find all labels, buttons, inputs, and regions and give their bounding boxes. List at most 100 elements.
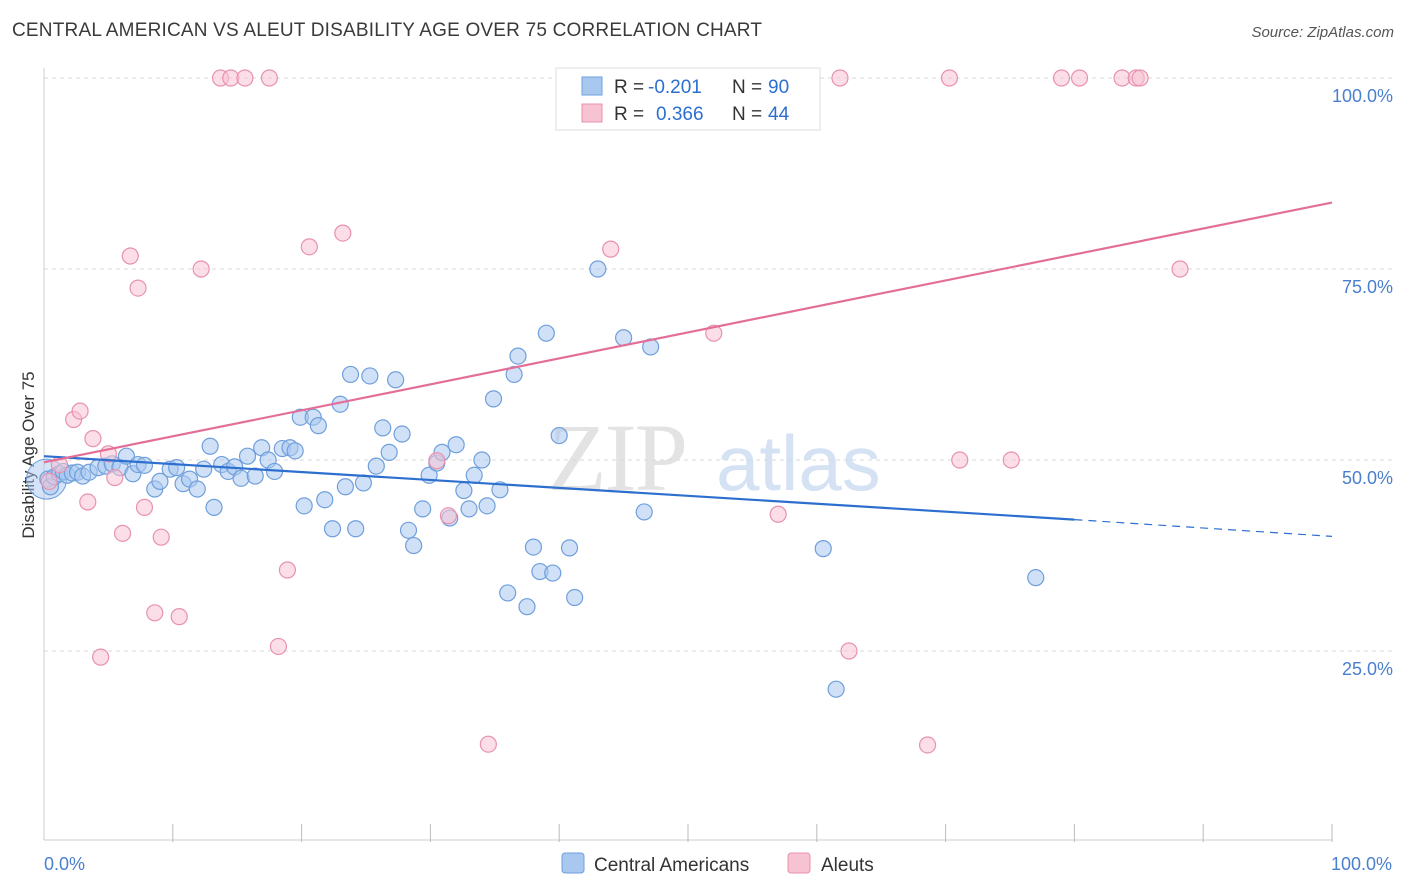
data-point-central-americans <box>414 500 432 518</box>
data-point-central-americans <box>399 521 418 539</box>
data-point-aleuts <box>840 642 858 660</box>
bottom-legend: Central Americans Aleuts <box>561 852 874 876</box>
data-point-central-americans <box>309 417 327 435</box>
data-point-aleuts <box>334 224 352 242</box>
data-point-aleuts <box>1052 69 1071 87</box>
chart-title: CENTRAL AMERICAN VS ALEUT DISABILITY AGE… <box>12 20 763 41</box>
data-point-central-americans <box>447 436 465 454</box>
data-point-central-americans <box>405 536 423 555</box>
data-point-central-americans <box>518 598 536 616</box>
data-point-aleuts <box>940 69 959 87</box>
data-point-central-americans <box>354 474 373 492</box>
legend-n-value-1: 90 <box>768 77 789 98</box>
data-point-central-americans <box>380 443 398 461</box>
data-point-central-americans <box>188 480 206 498</box>
trend-line-central-americans <box>43 455 1075 521</box>
data-point-central-americans <box>246 467 264 485</box>
data-point-central-americans <box>347 520 365 538</box>
data-point-central-americans <box>524 538 543 556</box>
data-point-central-americans <box>537 324 555 342</box>
legend-swatch-pink <box>581 103 603 123</box>
data-point-aleuts <box>1171 260 1189 278</box>
gridlines <box>44 77 1392 652</box>
data-point-central-americans <box>336 478 354 496</box>
data-point-central-americans <box>455 481 473 500</box>
data-point-aleuts <box>146 604 164 622</box>
data-point-central-americans <box>168 459 186 477</box>
data-point-aleuts <box>479 735 497 753</box>
data-point-aleuts <box>269 637 288 656</box>
data-point-central-americans <box>566 588 584 607</box>
data-point-aleuts <box>705 324 723 342</box>
data-point-aleuts <box>439 507 458 525</box>
x-tick-label-min: 0.0% <box>44 854 85 874</box>
data-point-central-americans <box>316 491 334 509</box>
data-point-central-americans <box>814 540 832 558</box>
data-point-central-americans <box>473 451 491 469</box>
data-point-central-americans <box>367 457 385 475</box>
bottom-legend-label-blue: Central Americans <box>594 855 749 876</box>
trend-lines <box>43 201 1333 537</box>
data-point-aleuts <box>918 736 937 754</box>
data-point-central-americans <box>460 500 478 518</box>
data-point-aleuts <box>84 430 102 448</box>
data-point-central-americans <box>195 460 213 478</box>
data-point-central-americans <box>286 442 304 460</box>
x-minor-ticks <box>172 824 1333 842</box>
legend: R = -0.201 N = 90 R = 0.366 N = 44 <box>555 67 821 131</box>
data-point-aleuts <box>71 402 89 420</box>
series-central-americans <box>26 260 1045 698</box>
data-point-central-americans <box>550 426 568 445</box>
data-point-central-americans <box>295 497 313 515</box>
bottom-legend-swatch-blue <box>561 852 585 874</box>
data-point-aleuts <box>92 648 110 666</box>
x-tick-label-max: 100.0% <box>1331 854 1392 874</box>
data-point-central-americans <box>499 584 517 602</box>
bottom-legend-label-pink: Aleuts <box>821 855 874 876</box>
data-point-aleuts <box>951 451 969 469</box>
axes <box>43 68 1332 841</box>
data-point-central-americans <box>341 365 360 384</box>
data-point-aleuts <box>40 472 58 490</box>
data-point-aleuts <box>428 452 446 470</box>
data-point-aleuts <box>192 260 210 278</box>
data-point-central-americans <box>232 469 250 487</box>
legend-n-label-2: N = <box>732 104 762 125</box>
data-point-central-americans <box>465 466 483 484</box>
data-point-central-americans <box>323 520 342 538</box>
legend-r-label-2: R = <box>614 104 644 125</box>
y-tick-labels: 100.0% 75.0% 50.0% 25.0% <box>1332 86 1393 679</box>
data-point-central-americans <box>387 371 405 389</box>
data-point-central-americans <box>361 367 379 385</box>
data-point-aleuts <box>129 279 147 297</box>
data-point-central-americans <box>1027 569 1045 587</box>
legend-r-value-2: 0.366 <box>656 104 704 125</box>
legend-r-label-1: R = <box>614 77 644 98</box>
data-point-aleuts <box>769 505 787 523</box>
data-point-central-americans <box>135 456 154 474</box>
data-point-central-americans <box>393 425 411 443</box>
bottom-legend-swatch-pink <box>787 852 811 874</box>
data-point-aleuts <box>106 468 124 487</box>
data-point-central-americans <box>589 260 607 278</box>
data-point-central-americans <box>635 503 653 521</box>
data-point-aleuts <box>1131 69 1149 87</box>
data-point-central-americans <box>151 472 169 490</box>
watermark-atlas: atlas <box>716 419 881 507</box>
data-point-central-americans <box>478 497 496 515</box>
data-point-aleuts <box>113 524 132 542</box>
y-axis-label: Disability Age Over 75 <box>19 371 38 538</box>
data-point-central-americans <box>544 564 562 582</box>
data-point-aleuts <box>300 238 318 256</box>
data-point-aleuts <box>170 608 188 626</box>
data-point-aleuts <box>602 240 620 258</box>
data-point-aleuts <box>1070 69 1089 87</box>
y-tick-label: 50.0% <box>1342 468 1393 488</box>
watermark-zip: ZIP <box>548 404 686 511</box>
y-tick-label: 100.0% <box>1332 86 1393 106</box>
data-point-aleuts <box>236 69 254 87</box>
data-point-central-americans <box>827 680 845 698</box>
data-point-central-americans <box>374 419 392 437</box>
legend-n-label-1: N = <box>732 77 762 98</box>
series-aleuts <box>40 69 1189 754</box>
